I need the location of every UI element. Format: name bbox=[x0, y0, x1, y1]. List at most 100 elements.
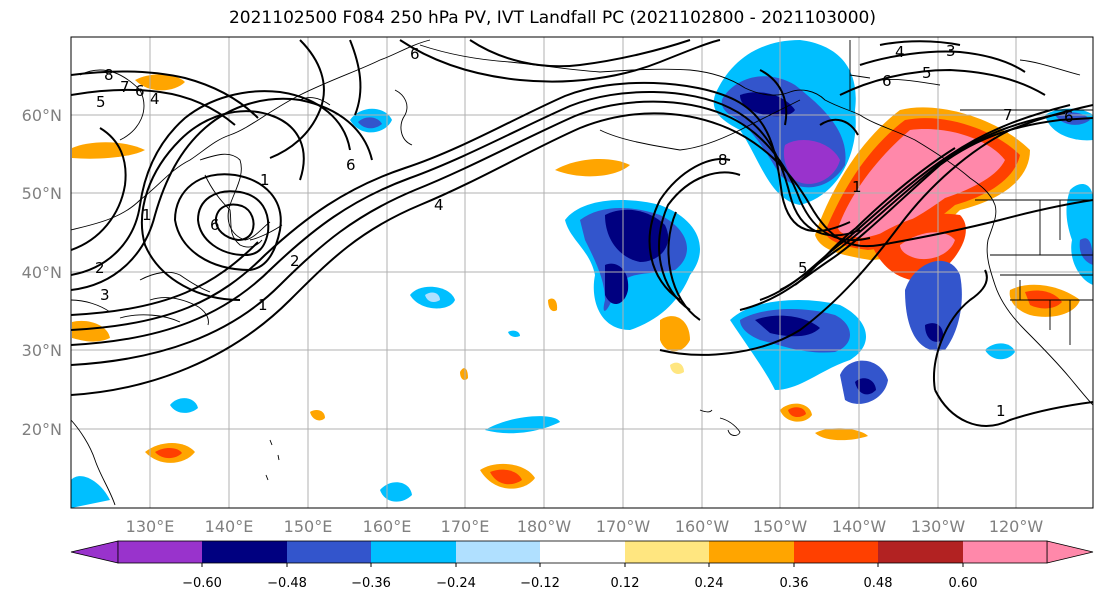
pv-contour bbox=[71, 90, 351, 276]
longitude-labels: 130°E 140°E 150°E 160°E 170°E 180°W 170°… bbox=[126, 517, 1044, 536]
colorbar-tick: 0.48 bbox=[864, 576, 893, 591]
ivt-positive-anomaly bbox=[310, 410, 325, 421]
ivt-positive-anomaly bbox=[490, 469, 522, 485]
colorbar-bin bbox=[202, 541, 287, 563]
lon-label-130w: 130°W bbox=[911, 517, 966, 536]
contour-label: 6 bbox=[346, 156, 356, 174]
pv-contour bbox=[659, 104, 1093, 356]
contour-label: 3 bbox=[946, 42, 956, 60]
colorbar-tick: 0.12 bbox=[611, 576, 640, 591]
contour-label: 4 bbox=[434, 196, 444, 214]
ivt-positive-anomaly bbox=[788, 407, 806, 418]
pv-contour bbox=[759, 69, 788, 126]
ivt-negative-anomaly bbox=[380, 482, 412, 502]
ivt-positive-anomaly bbox=[72, 142, 145, 159]
colorbar-frame bbox=[117, 540, 1048, 564]
contour-label: 5 bbox=[798, 259, 808, 277]
colorbar bbox=[70, 540, 1094, 567]
ivt-negative-anomaly bbox=[71, 476, 110, 508]
pv-contour bbox=[269, 39, 325, 159]
map-title: 2021102500 F084 250 hPa PV, IVT Landfall… bbox=[228, 8, 876, 28]
contour-label: 2 bbox=[290, 252, 300, 270]
colorbar-bin bbox=[794, 541, 878, 563]
contour-label: 6 bbox=[1064, 108, 1074, 126]
contour-label: 4 bbox=[150, 90, 160, 108]
ivt-negative-anomaly bbox=[1079, 238, 1093, 265]
ivt-positive-anomaly bbox=[670, 362, 684, 374]
contour-label: 6 bbox=[135, 82, 145, 100]
contour-label: 1 bbox=[852, 178, 862, 196]
lat-label-60n: 60°N bbox=[22, 106, 62, 125]
colorbar-tick: −0.48 bbox=[267, 576, 307, 591]
colorbar-tick: 0.60 bbox=[949, 576, 978, 591]
ivt-negative-anomaly bbox=[508, 330, 520, 337]
ivt-negative-anomaly bbox=[925, 323, 944, 342]
pv-contour bbox=[399, 39, 721, 83]
ivt-positive-anomaly bbox=[460, 368, 468, 380]
ivt-negative-anomaly bbox=[485, 416, 560, 434]
contour-label: 2 bbox=[95, 259, 105, 277]
lon-label-180w: 180°W bbox=[517, 517, 572, 536]
pv-contours bbox=[71, 39, 1093, 427]
lon-label-120w: 120°W bbox=[989, 517, 1044, 536]
colorbar-tick: −0.60 bbox=[182, 576, 222, 591]
latitude-labels: 60°N 50°N 40°N 30°N 20°N bbox=[22, 106, 62, 439]
pv-contour bbox=[71, 112, 1093, 396]
ivt-negative-anomaly bbox=[1066, 184, 1093, 285]
colorbar-tick: −0.12 bbox=[520, 576, 560, 591]
pv-contour bbox=[839, 68, 1046, 96]
contour-label: 6 bbox=[210, 216, 220, 234]
pv-contour bbox=[71, 70, 259, 119]
contour-label: 1 bbox=[996, 402, 1006, 420]
pv-contour bbox=[71, 241, 259, 316]
lon-label-140w: 140°W bbox=[832, 517, 887, 536]
colorbar-bin bbox=[287, 541, 371, 563]
ivt-negative-anomaly bbox=[170, 398, 198, 413]
colorbar-bin bbox=[963, 541, 1047, 563]
ivt-positive-anomaly bbox=[72, 320, 110, 342]
ivt-positive-anomaly bbox=[555, 158, 630, 177]
pv-contour bbox=[196, 190, 270, 257]
ivt-negative-anomaly bbox=[985, 343, 1015, 360]
ivt-negative-anomaly bbox=[855, 378, 876, 395]
ivt-positive-anomaly bbox=[660, 316, 690, 352]
ivt-negative-anomaly bbox=[605, 263, 629, 305]
pv-contour bbox=[648, 158, 731, 301]
pv-contour bbox=[71, 81, 851, 331]
ivt-negative-anomaly bbox=[740, 92, 795, 117]
contour-label: 8 bbox=[104, 66, 114, 84]
pv-contour bbox=[173, 173, 282, 272]
contour-label: 5 bbox=[922, 64, 932, 82]
ivt-shading bbox=[71, 40, 1093, 508]
colorbar-tick: 0.36 bbox=[780, 576, 809, 591]
colorbar-bin bbox=[540, 541, 625, 563]
lon-label-170e: 170°E bbox=[441, 517, 490, 536]
ivt-negative-anomaly bbox=[755, 315, 820, 337]
pv-contour bbox=[71, 88, 236, 126]
pv-contour bbox=[71, 127, 127, 251]
graticule bbox=[71, 37, 1093, 508]
lon-label-140e: 140°E bbox=[205, 517, 254, 536]
lon-label-130e: 130°E bbox=[126, 517, 175, 536]
colorbar-tick: −0.36 bbox=[351, 576, 391, 591]
pv-contour bbox=[71, 100, 871, 366]
contour-label: 1 bbox=[260, 171, 270, 189]
colorbar-bin bbox=[456, 541, 540, 563]
lon-label-160e: 160°E bbox=[363, 517, 412, 536]
pv-contour bbox=[794, 147, 956, 286]
pv-contour bbox=[859, 50, 1026, 73]
contour-label: 3 bbox=[100, 286, 110, 304]
pv-contour bbox=[71, 97, 373, 291]
contour-label: 8 bbox=[718, 151, 728, 169]
contour-label: 5 bbox=[96, 93, 106, 111]
lon-label-150w: 150°W bbox=[753, 517, 808, 536]
contour-label: 7 bbox=[120, 78, 130, 96]
colorbar-extend-low bbox=[70, 540, 119, 564]
lon-label-170w: 170°W bbox=[596, 517, 651, 536]
contour-label: 7 bbox=[1003, 106, 1013, 124]
colorbar-bin bbox=[709, 541, 794, 563]
lon-label-150e: 150°E bbox=[284, 517, 333, 536]
lon-label-160w: 160°W bbox=[675, 517, 730, 536]
ivt-positive-anomaly bbox=[815, 428, 868, 441]
pv-contour bbox=[349, 39, 362, 116]
